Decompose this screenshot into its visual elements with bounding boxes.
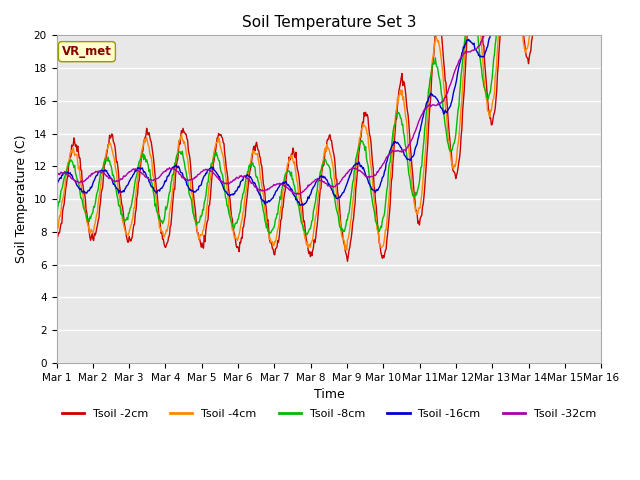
- Text: VR_met: VR_met: [62, 45, 112, 58]
- Y-axis label: Soil Temperature (C): Soil Temperature (C): [15, 135, 28, 264]
- Legend: Tsoil -2cm, Tsoil -4cm, Tsoil -8cm, Tsoil -16cm, Tsoil -32cm: Tsoil -2cm, Tsoil -4cm, Tsoil -8cm, Tsoi…: [57, 404, 600, 423]
- Title: Soil Temperature Set 3: Soil Temperature Set 3: [242, 15, 416, 30]
- X-axis label: Time: Time: [314, 388, 344, 401]
